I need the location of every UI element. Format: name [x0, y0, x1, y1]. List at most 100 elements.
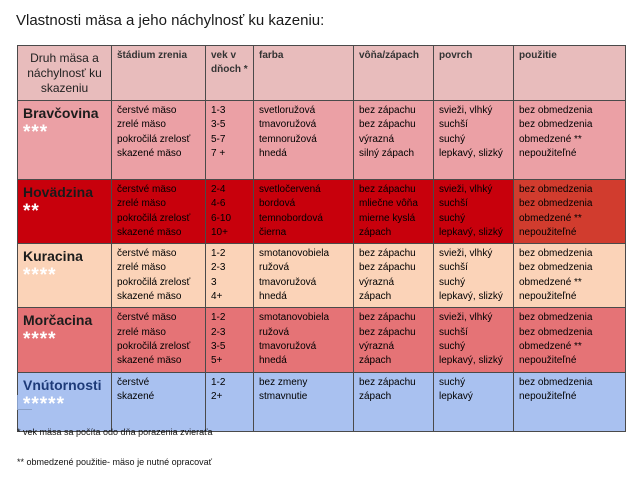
- vona-line: bez zápachu: [359, 248, 416, 260]
- vek-line: 5+: [211, 355, 223, 367]
- vek-line: 5-7: [211, 133, 226, 145]
- farba-line: tmavoružová: [259, 340, 317, 352]
- pouzitie-line: bez obmedzenia: [519, 248, 593, 260]
- cell-vona: bez zápachu bez zápachu výrazná zápach: [353, 307, 434, 373]
- stadium-line: pokročilá zrelosť: [117, 133, 191, 145]
- table-row: Morčacina **** čerstvé mäso zrelé mäso pokro…: [17, 307, 626, 373]
- table-row: Hovädzina ** čerstvé mäso zrelé mäso pokroči…: [17, 178, 626, 245]
- meat-type-cell: Vnútornosti *****: [17, 371, 112, 432]
- stadium-line: skazené: [117, 390, 155, 402]
- vona-line: bez zápachu: [359, 119, 416, 131]
- povrch-line: lepkavý, slizký: [439, 226, 503, 238]
- farba-line: stmavnutie: [259, 390, 308, 402]
- pouzitie-line: nepoužiteľné: [519, 390, 577, 402]
- cell-farba: smotanovobiela ružová tmavoružová hnedá: [253, 243, 354, 309]
- pouzitie-line: nepoužiteľné: [519, 226, 577, 238]
- povrch-line: suchý: [439, 276, 466, 288]
- vek-line: 6-10: [211, 212, 232, 224]
- povrch-line: svieži, vlhký: [439, 184, 493, 195]
- stadium-line: pokročilá zrelosť: [117, 276, 191, 288]
- farba-line: ružová: [259, 326, 290, 338]
- cell-pouzitie: bez obmedzenia bez obmedzenia obmedzené **…: [513, 100, 626, 180]
- spoilage-stars: **: [23, 201, 40, 222]
- povrch-line: svieži, vlhký: [439, 248, 493, 260]
- spoilage-stars: ****: [23, 329, 57, 351]
- farba-line: ružová: [259, 262, 290, 274]
- stadium-line: skazené mäso: [117, 291, 182, 303]
- farba-line: bez zmeny: [259, 376, 308, 388]
- cell-stadium: čerstvé mäso zrelé mäso pokročilá zrelosť s…: [111, 307, 206, 373]
- header-farba: farba: [253, 45, 354, 101]
- povrch-line: svieži, vlhký: [439, 312, 493, 324]
- pouzitie-line: nepoužiteľné: [519, 355, 577, 367]
- cell-povrch: suchý lepkavý: [433, 371, 514, 432]
- cell-povrch: svieži, vlhký suchší suchý lepkavý, slizký: [433, 307, 514, 373]
- header-druh-masa: Druh mäsa a náchylnosť ku skazeniu: [17, 45, 112, 101]
- vona-line: bez zápachu: [359, 262, 416, 274]
- meat-properties-table: Druh mäsa a náchylnosť ku skazeniu štádi…: [17, 45, 626, 432]
- pouzitie-line: bez obmedzenia: [519, 312, 593, 324]
- meat-type-cell: Morčacina ****: [17, 307, 112, 373]
- spoilage-stars: ****: [23, 265, 57, 287]
- header-vek-label: vek v dňoch *: [211, 50, 248, 76]
- vona-line: bez zápachu: [359, 312, 416, 324]
- vek-line: 10+: [211, 226, 228, 238]
- povrch-line: lepkavý, slizký: [439, 147, 503, 159]
- farba-line: smotanovobiela: [259, 312, 330, 324]
- header-vona: vôňa/zápach: [353, 45, 434, 101]
- cell-vek: 1-2 2-3 3 4+: [205, 243, 254, 309]
- farba-line: temnobordová: [259, 212, 323, 224]
- farba-line: svetloružová: [259, 105, 316, 116]
- vona-line: bez zápachu: [359, 376, 416, 388]
- pouzitie-line: bez obmedzenia: [519, 105, 593, 116]
- vona-line: zápach: [359, 390, 392, 402]
- pouzitie-line: obmedzené **: [519, 133, 582, 145]
- pouzitie-line: bez obmedzenia: [519, 119, 593, 131]
- povrch-line: suchý: [439, 340, 466, 352]
- vona-line: výrazná: [359, 276, 395, 288]
- vek-line: 7 +: [211, 147, 226, 159]
- stadium-line: pokročilá zrelosť: [117, 212, 191, 224]
- farba-line: hnedá: [259, 147, 287, 159]
- vek-line: 2-3: [211, 326, 226, 338]
- farba-line: tmavoružová: [259, 119, 317, 131]
- vek-line: 1-3: [211, 105, 226, 116]
- footnote-limited-use: ** obmedzené použitie- mäso je nutné opr…: [17, 457, 212, 467]
- povrch-line: suchší: [439, 198, 468, 210]
- povrch-line: lepkavý, slizký: [439, 355, 503, 367]
- cell-vona: bez zápachu bez zápachu výrazná silný zápac…: [353, 100, 434, 180]
- farba-line: svetločervená: [259, 184, 321, 195]
- stadium-line: čerstvé mäso: [117, 248, 177, 260]
- povrch-line: suchší: [439, 119, 468, 131]
- stadium-line: zrelé mäso: [117, 262, 166, 274]
- spoilage-stars: *****: [23, 393, 65, 415]
- meat-type-cell: Hovädzina **: [17, 178, 112, 245]
- header-vek: vek v dňoch *: [205, 45, 254, 101]
- stadium-line: skazené mäso: [117, 147, 182, 159]
- pouzitie-line: nepoužiteľné: [519, 291, 577, 303]
- meat-type-cell: Kuracina ****: [17, 243, 112, 309]
- povrch-line: lepkavý: [439, 390, 473, 402]
- table-header-row: Druh mäsa a náchylnosť ku skazeniu štádi…: [17, 45, 626, 101]
- cell-povrch: svieži, vlhký suchší suchý lepkavý, slizký: [433, 243, 514, 309]
- cell-stadium: čerstvé mäso zrelé mäso pokročilá zrelosť s…: [111, 243, 206, 309]
- cell-vona: bez zápachu bez zápachu výrazná zápach: [353, 243, 434, 309]
- farba-line: tmavoružová: [259, 276, 317, 288]
- vona-line: výrazná: [359, 340, 395, 352]
- vona-line: bez zápachu: [359, 184, 416, 195]
- pouzitie-line: nepoužiteľné: [519, 147, 577, 159]
- vona-line: výrazná: [359, 133, 395, 145]
- meat-name: Hovädzina: [23, 184, 94, 200]
- povrch-line: suchý: [439, 376, 466, 388]
- pouzitie-line: obmedzené **: [519, 340, 582, 352]
- farba-line: hnedá: [259, 291, 287, 303]
- meat-type-cell: Bravčovina ***: [17, 100, 112, 180]
- cell-farba: smotanovobiela ružová tmavoružová hnedá: [253, 307, 354, 373]
- cell-farba: svetločervená bordová temnobordová čierna: [253, 178, 354, 245]
- pouzitie-line: bez obmedzenia: [519, 326, 593, 338]
- pouzitie-line: bez obmedzenia: [519, 198, 593, 210]
- cell-selection-marker: [17, 395, 32, 410]
- cell-stadium: čerstvé skazené: [111, 371, 206, 432]
- vek-line: 1-2: [211, 248, 226, 260]
- stadium-line: zrelé mäso: [117, 326, 166, 338]
